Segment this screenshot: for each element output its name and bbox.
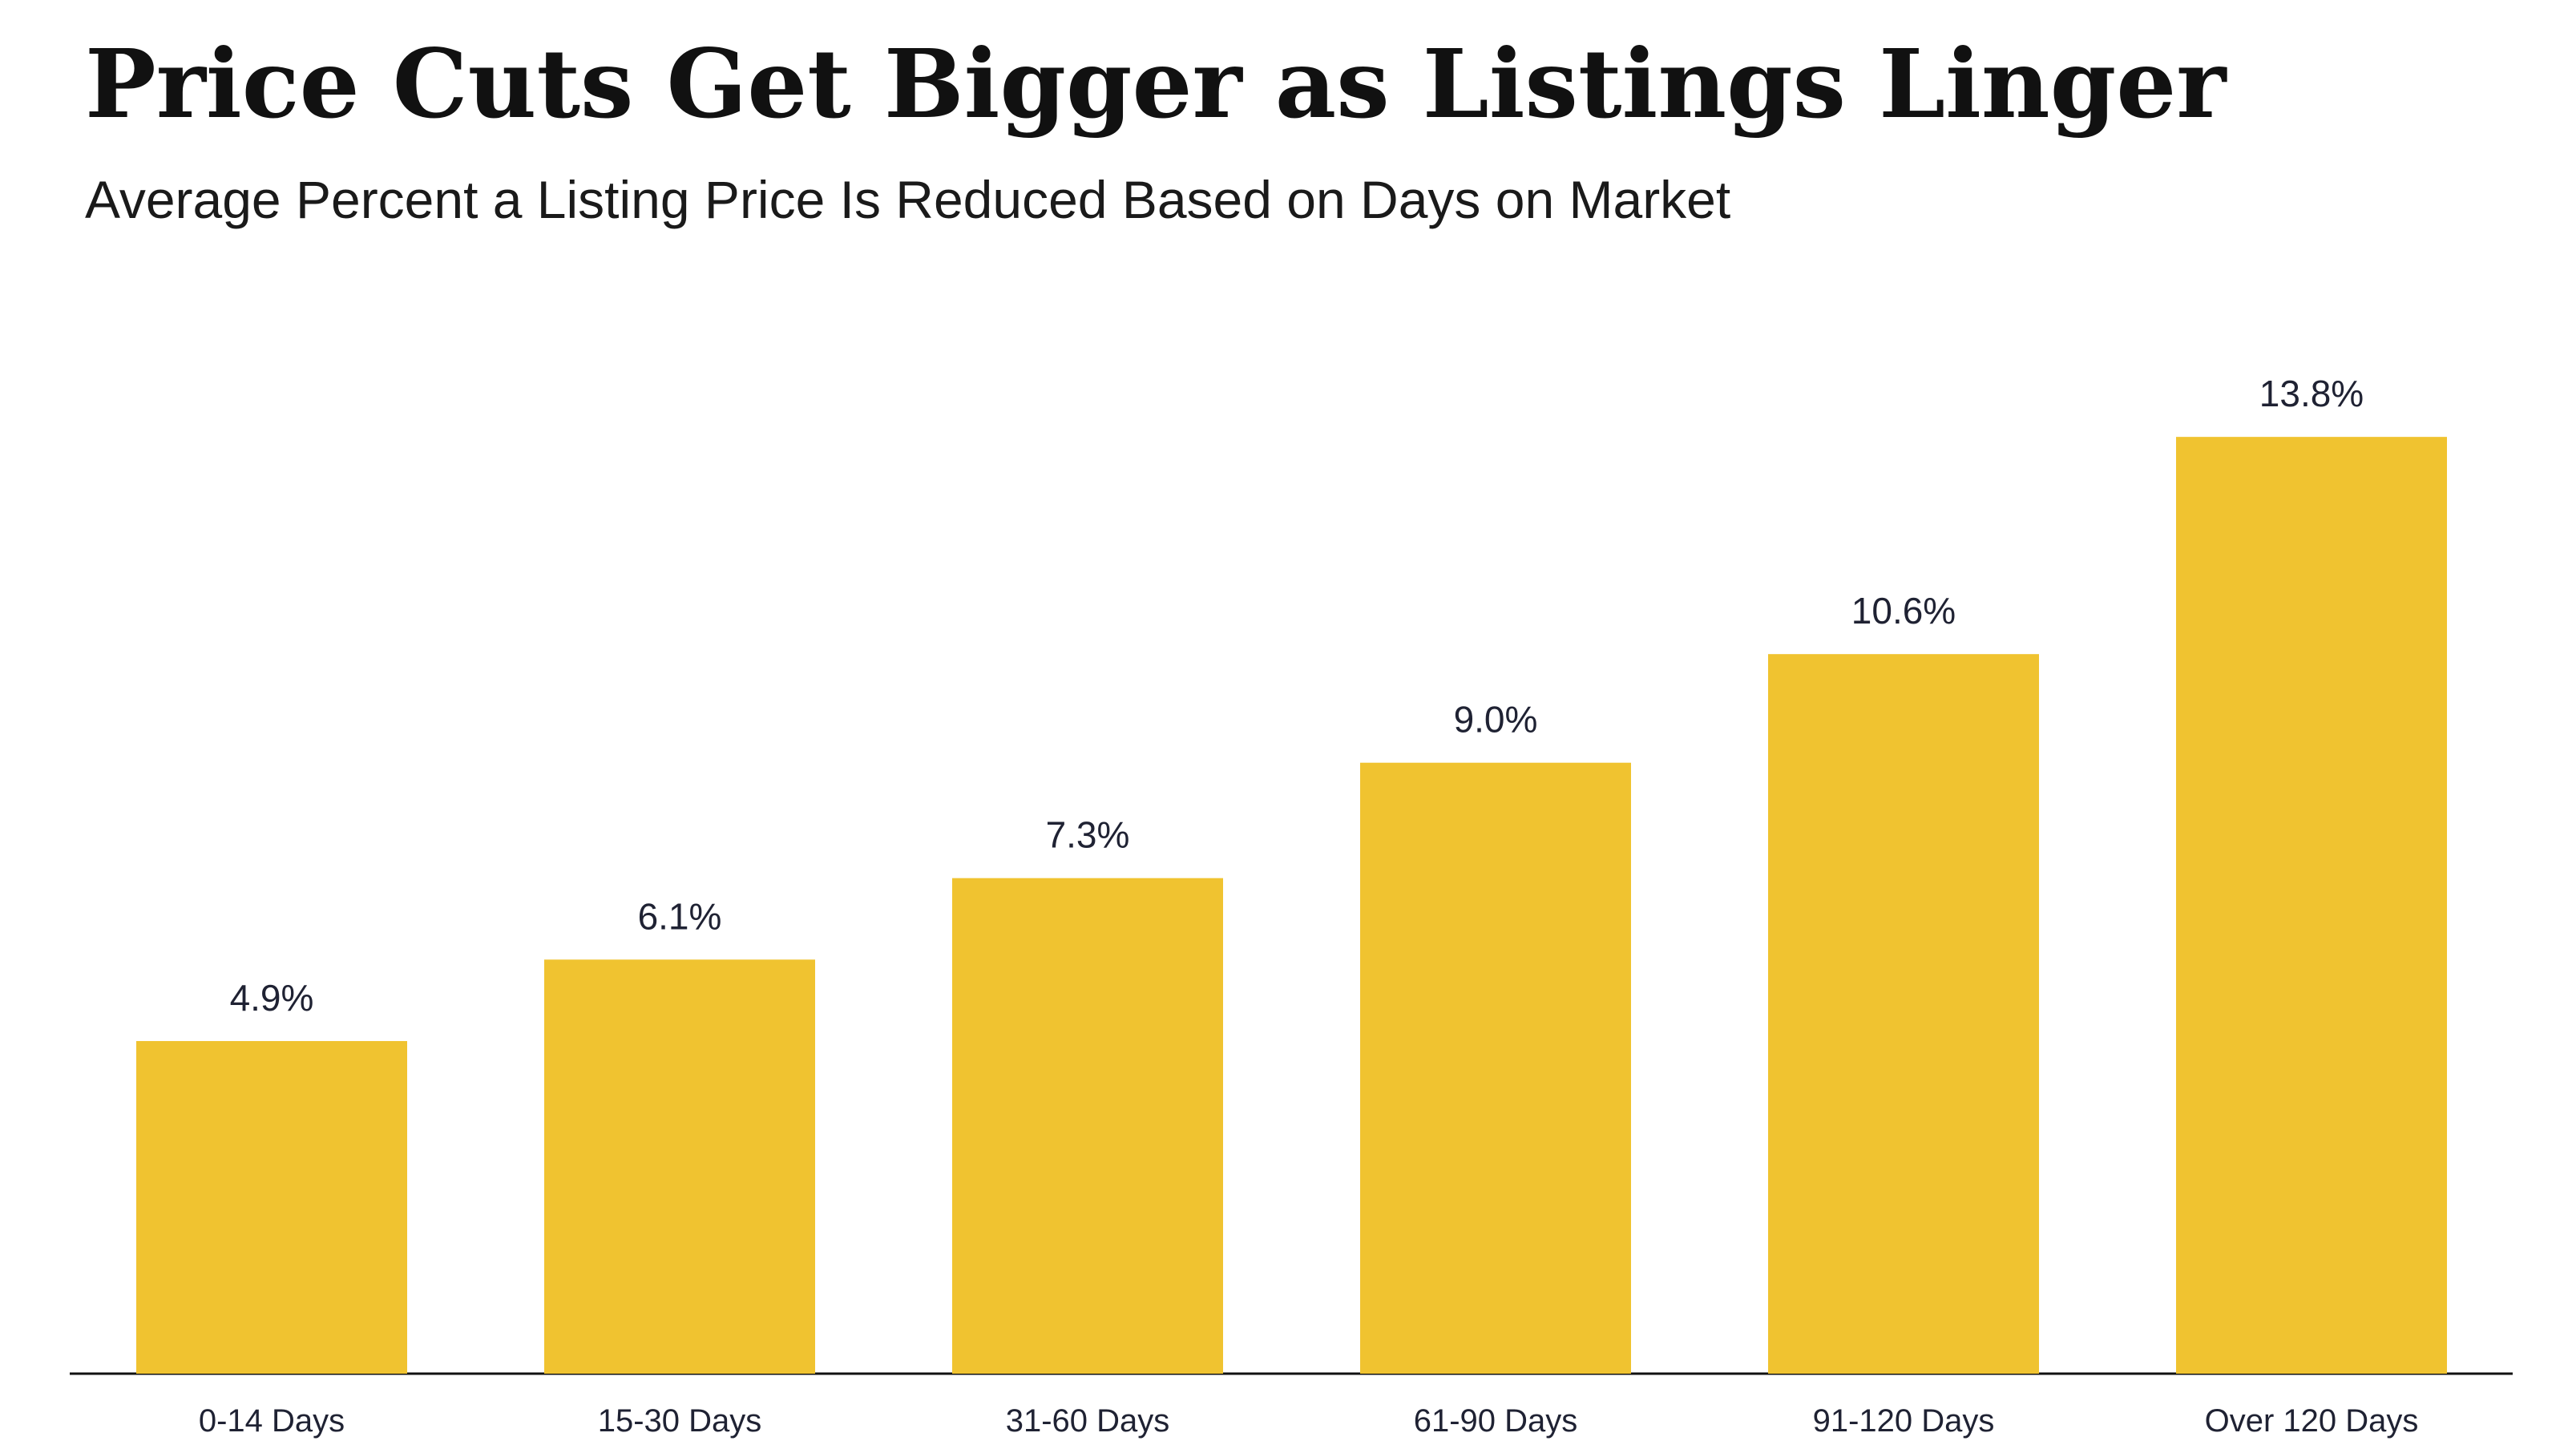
value-label: 6.1%	[638, 895, 722, 937]
value-label: 9.0%	[1454, 699, 1538, 741]
value-label: 13.8%	[2259, 373, 2364, 414]
chart-title: Price Cuts Get Bigger as Listings Linger	[85, 28, 2227, 139]
x-tick-label: 91-120 Days	[1813, 1403, 1995, 1439]
x-tick-label: Over 120 Days	[2205, 1403, 2419, 1439]
bar	[136, 1040, 407, 1374]
x-tick-label: 0-14 Days	[199, 1403, 345, 1439]
x-tick-label: 61-90 Days	[1414, 1403, 1578, 1439]
bar	[952, 878, 1223, 1374]
bar	[544, 959, 815, 1374]
bar	[1360, 762, 1631, 1374]
value-label: 7.3%	[1046, 814, 1130, 856]
value-label: 10.6%	[1851, 590, 1956, 632]
value-label: 4.9%	[230, 977, 314, 1019]
x-tick-label: 31-60 Days	[1006, 1403, 1170, 1439]
chart-subtitle: Average Percent a Listing Price Is Reduc…	[85, 170, 1730, 229]
bar	[1768, 654, 2039, 1374]
bar	[2176, 437, 2447, 1374]
x-tick-label: 15-30 Days	[598, 1403, 762, 1439]
